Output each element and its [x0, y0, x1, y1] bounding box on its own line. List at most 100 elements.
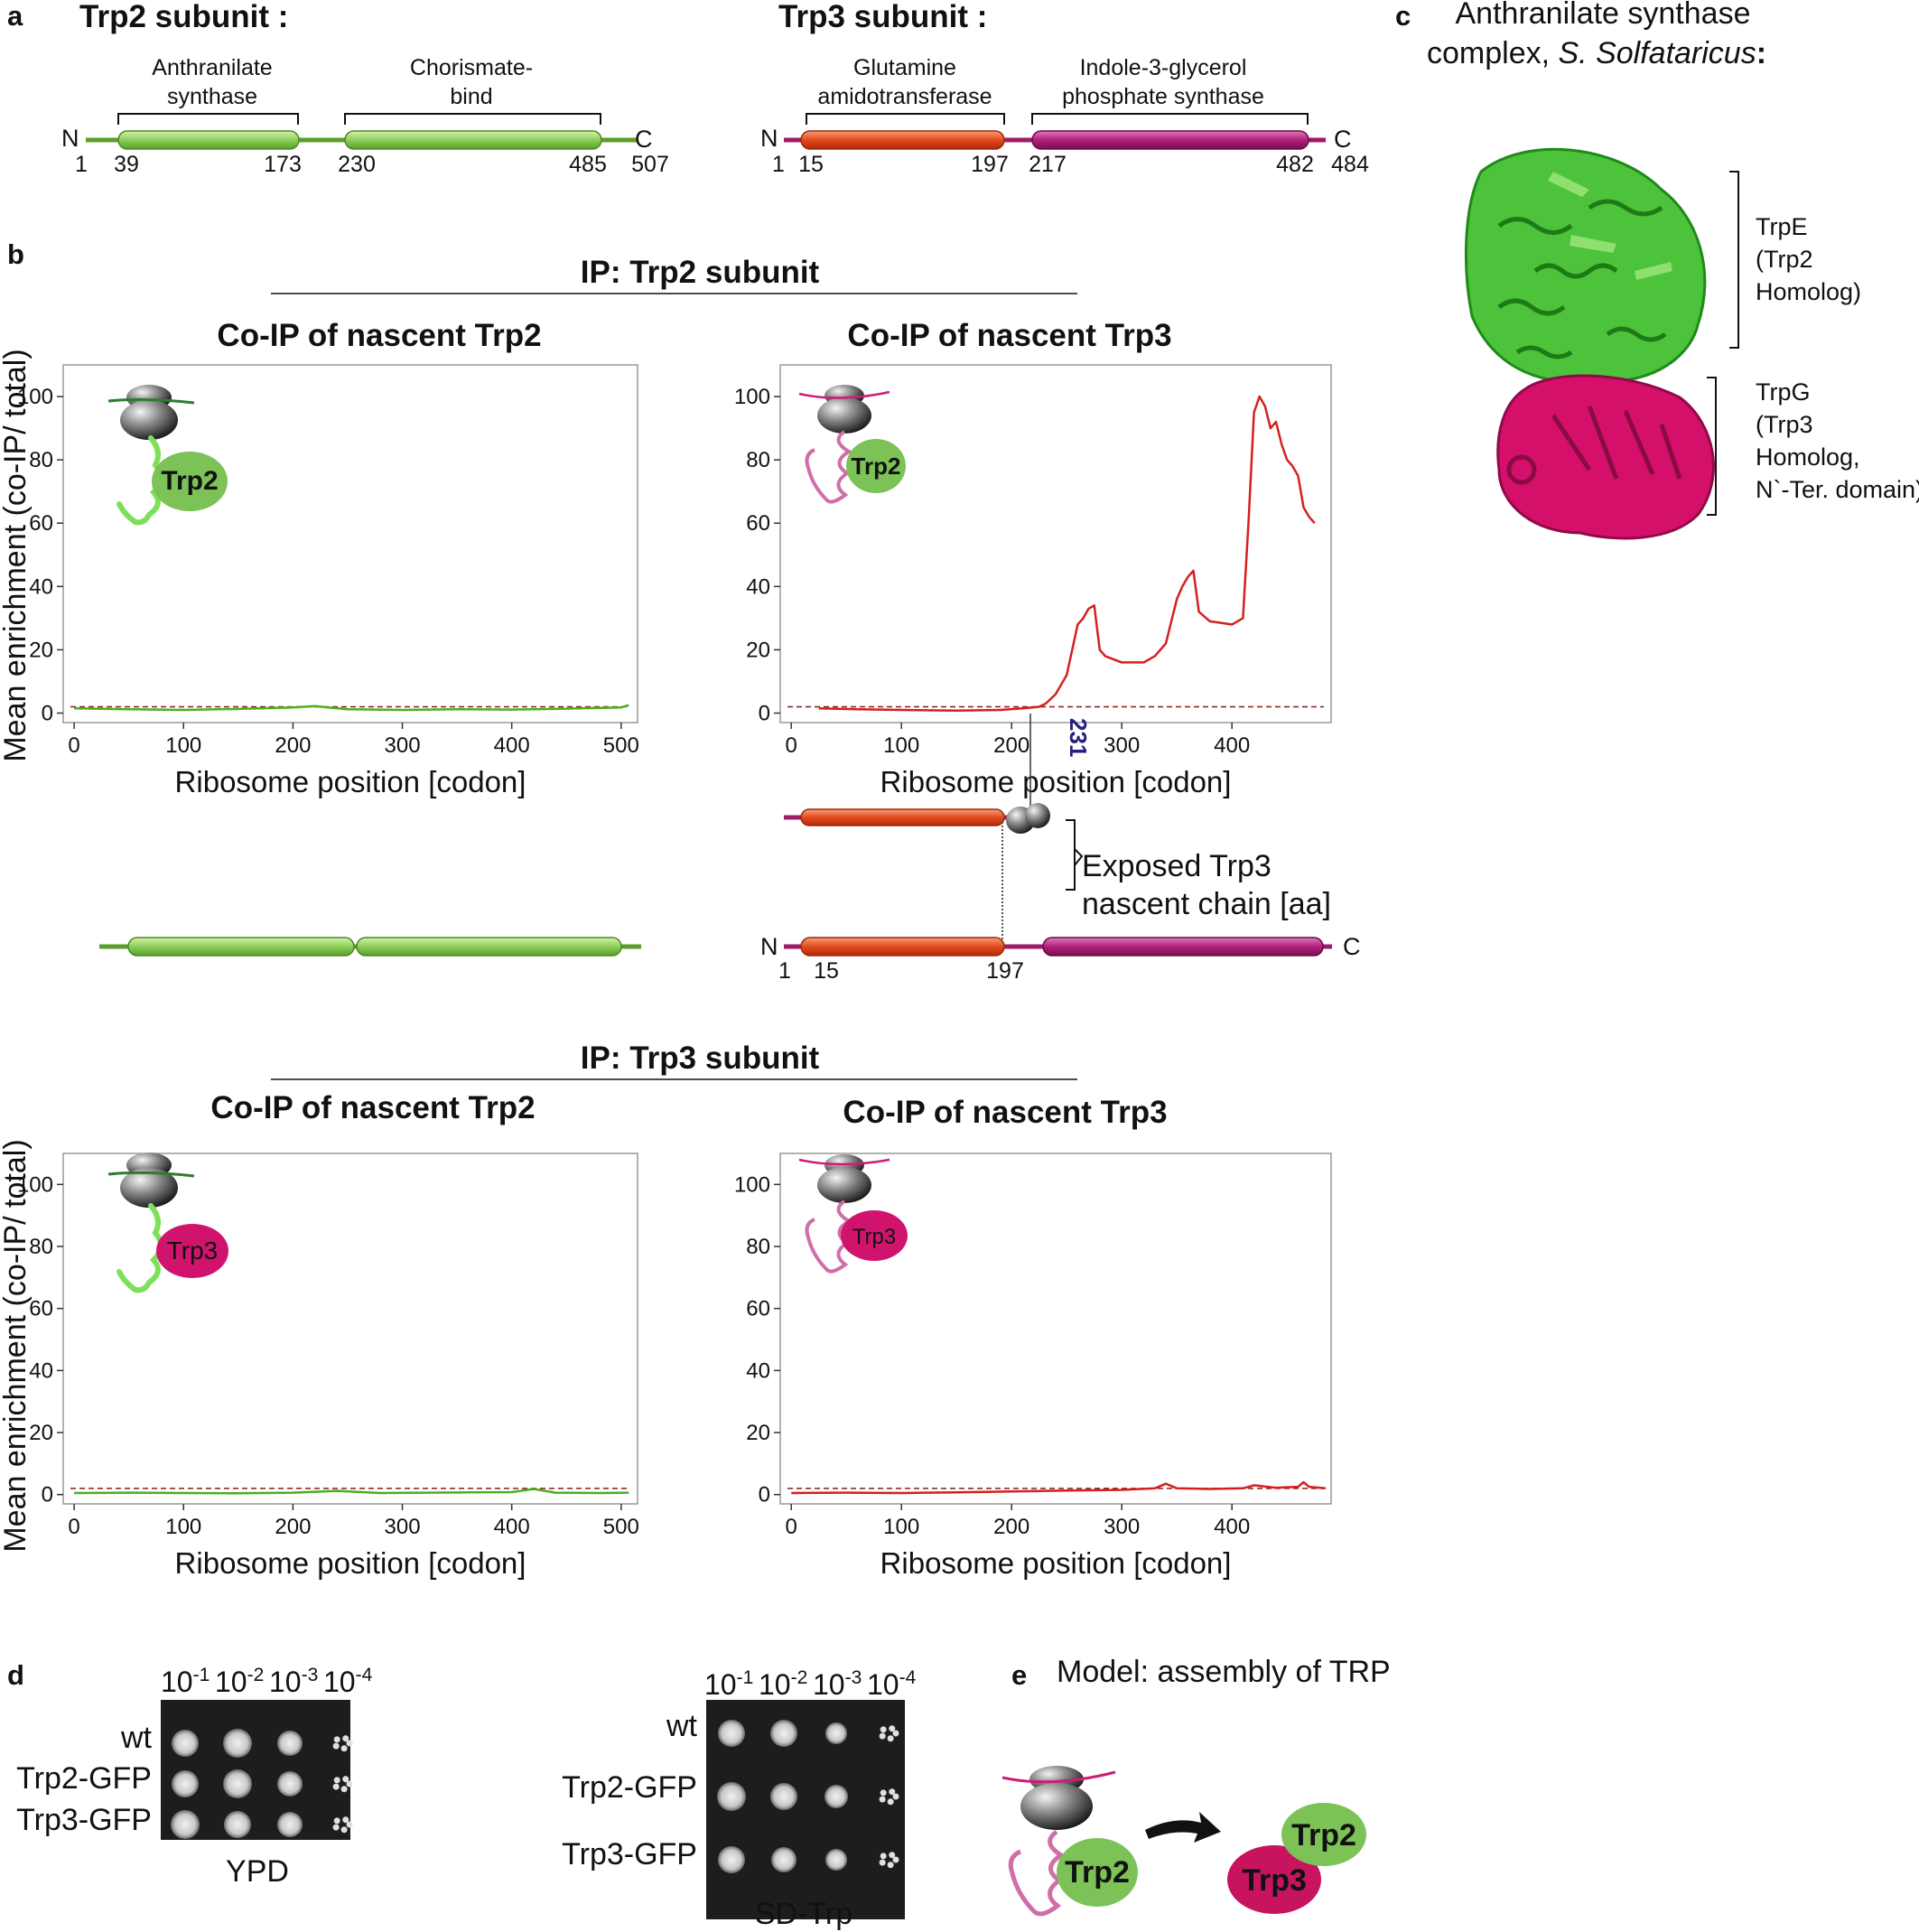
- trpg-label-2: (Trp3: [1756, 411, 1813, 438]
- colony-dot: [880, 1726, 887, 1733]
- colony-spot: [824, 1785, 848, 1808]
- plot-frame: [62, 364, 638, 723]
- svg-text:10-1: 10-1: [161, 1665, 210, 1698]
- ribosome-large-subunit-icon: [1020, 1783, 1093, 1830]
- trp3-domain2-bar: [1031, 130, 1309, 150]
- trp2-lower-domain2: [356, 937, 622, 957]
- ribosome-large-subunit-icon: [817, 1167, 871, 1203]
- dilution-header-2: 10-1 10-2 10-3 10-4: [704, 1667, 917, 1701]
- trp3-bubble-icon: [1227, 1845, 1321, 1914]
- y-tick-label: 40: [29, 1358, 53, 1383]
- colony-spot: [717, 1782, 746, 1811]
- trp2-pos: 230: [338, 152, 376, 177]
- trp2-bubble-label: Trp2: [852, 453, 901, 480]
- plot-frame: [62, 1153, 638, 1505]
- series-line: [74, 704, 629, 712]
- panel-c-title-prefix: complex,: [1427, 36, 1559, 70]
- sdtrp-label: SD-Trp: [755, 1897, 852, 1931]
- coip-trp2-title-bottom: Co-IP of nascent Trp2: [210, 1090, 535, 1125]
- colony-dot: [892, 1730, 899, 1737]
- y-tick-label: 100: [17, 385, 53, 409]
- dilution-base: 10: [813, 1668, 845, 1701]
- ip-trp3-title: IP: Trp3 subunit: [581, 1041, 820, 1076]
- sdtrp-spots: [717, 1720, 899, 1873]
- dilution-base: 10: [759, 1668, 791, 1701]
- mrna-strand-icon: [1001, 1770, 1116, 1784]
- y-tick-label: 40: [29, 574, 53, 599]
- y-tick-label: 20: [746, 638, 770, 662]
- colony-dot: [889, 1725, 896, 1732]
- nascent-helix-icon: [1008, 1829, 1066, 1917]
- y-tick-label: 100: [734, 1172, 770, 1197]
- colony-dot: [346, 1821, 353, 1828]
- y-tick-label: 100: [734, 385, 770, 409]
- panel-c-title-line2: complex, S. Solfataricus:: [1427, 36, 1766, 70]
- colony-spot: [825, 1849, 847, 1871]
- trpe-label-2: (Trp2: [1756, 246, 1813, 273]
- trpg-bracket: [1707, 377, 1717, 516]
- x-axis-label: Ribosome position [codon]: [880, 765, 1232, 798]
- y-tick-label: 80: [29, 448, 53, 472]
- svg-text:10-4: 10-4: [867, 1667, 917, 1701]
- trp3-domain1-line2: amidotransferase: [817, 84, 992, 109]
- y-tick-label: 0: [42, 1483, 53, 1507]
- colony-dot: [889, 1852, 896, 1859]
- coip-trp2-title-top: Co-IP of nascent Trp2: [217, 318, 541, 353]
- chart-2: 0 100 200 300 400 0 20 40 60 80 100 Ribosome positi…: [734, 364, 1332, 798]
- panel-a: a Trp2 subunit : Anthranilate synthase C…: [7, 0, 1369, 177]
- trp3-bubble-icon: [841, 1210, 908, 1261]
- x-tick-label: 400: [494, 733, 530, 758]
- trp2-domain1-line2: synthase: [167, 84, 257, 109]
- trp2-bubble-icon: [846, 439, 906, 493]
- panel-e-letter: e: [1011, 1659, 1027, 1691]
- arrow-icon: [1145, 1812, 1221, 1843]
- colony-spot: [171, 1810, 200, 1839]
- colony-dot: [346, 1780, 353, 1787]
- trpg-strands: [1506, 406, 1682, 485]
- exposed-label-line1: Exposed Trp3: [1082, 849, 1272, 883]
- y-tick-label: 40: [746, 1358, 770, 1383]
- dilution-exp: -4: [356, 1665, 373, 1685]
- series-line: [74, 1488, 629, 1495]
- nascent-helix-icon: [805, 430, 852, 504]
- colony-spot: [770, 1783, 797, 1810]
- svg-text:10-2: 10-2: [759, 1667, 807, 1701]
- trp2-positions: 1 39 173 230 485 507: [75, 152, 669, 177]
- colony-dot: [880, 1789, 887, 1797]
- dilution-base: 10: [323, 1666, 356, 1698]
- nascent-domain1-bar: [800, 808, 1005, 826]
- trp2-pos: 39: [114, 152, 139, 177]
- chart-4: 0 100 200 300 400 0 20 40 60 80 100 Ribosome positi…: [734, 1153, 1332, 1580]
- chart-3: 0 100 200 300 400 500 0 20 40 60 80 100 Ribosome pos…: [17, 1153, 639, 1580]
- x-tick-label: 200: [993, 1515, 1029, 1539]
- mrna-strand-icon: [798, 390, 890, 399]
- trp3-pos: 484: [1331, 152, 1369, 177]
- colony-dot: [346, 1740, 353, 1747]
- trpg-label-4: N`-Ter. domain): [1756, 476, 1919, 503]
- colony-spot: [224, 1811, 251, 1838]
- y-tick-label: 60: [746, 1297, 770, 1321]
- trp3-lower-domain1: [800, 937, 1005, 957]
- colony-dot: [333, 1736, 340, 1743]
- strain-label: wt: [666, 1709, 698, 1743]
- trp3-positions: 1 15 197 217 482 484: [772, 152, 1369, 177]
- x-tick-label: 300: [1104, 1515, 1140, 1539]
- strain-label: Trp3-GFP: [16, 1803, 152, 1837]
- trp3-domain1-bracket: [806, 113, 1005, 125]
- dilution-exp: -2: [247, 1665, 265, 1685]
- series-line: [791, 1480, 1327, 1495]
- y-axis-label-bottom: Mean enrichment (co-IP/ total): [0, 1139, 33, 1552]
- colony-dot: [332, 1783, 340, 1790]
- colony-spot: [277, 1812, 303, 1837]
- panel-e: e Model: assembly of TRP Trp2 Trp3 Trp2: [1001, 1655, 1391, 1917]
- trp2-bubble-icon: [1281, 1803, 1366, 1866]
- trpe-bracket: [1729, 171, 1739, 349]
- coip-trp3-title-bottom: Co-IP of nascent Trp3: [843, 1095, 1167, 1130]
- x-tick-label: 200: [275, 1515, 311, 1539]
- colony-dot: [333, 1817, 340, 1825]
- trp3-pos: 482: [1276, 152, 1314, 177]
- trp3-pos: 197: [971, 152, 1009, 177]
- trp2-lower-domain1: [127, 937, 355, 957]
- y-tick-label: 80: [29, 1235, 53, 1259]
- strain-label: Trp3-GFP: [562, 1837, 697, 1871]
